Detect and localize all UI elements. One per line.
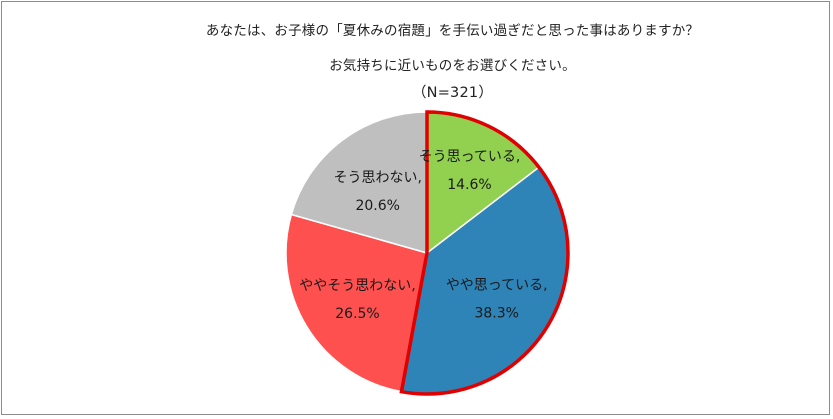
slice-label-4: そう思わない, [333,170,421,186]
slice-value-3: 26.5% [335,306,379,322]
slice-value-4: 20.6% [355,198,399,214]
slice-value-1: 14.6% [447,177,491,193]
highlight-outline [399,110,570,396]
pie-slice-3 [285,213,428,393]
slice-label-3: ややそう思わない, [299,278,415,294]
pie-slice-4 [290,111,428,254]
slice-label-1: そう思っている, [419,149,521,165]
chart-sample-size: （N=321） [411,85,494,101]
slice-label-2: やや思っている, [446,278,548,294]
slice-value-2: 38.3% [474,306,518,322]
chart-title-line1: あなたは、お子様の「夏休みの宿題」を手伝い過ぎだと思った事はありますか？ [205,23,700,39]
chart-title-line2: お気持ちに近いものをお選びください。 [329,58,576,74]
